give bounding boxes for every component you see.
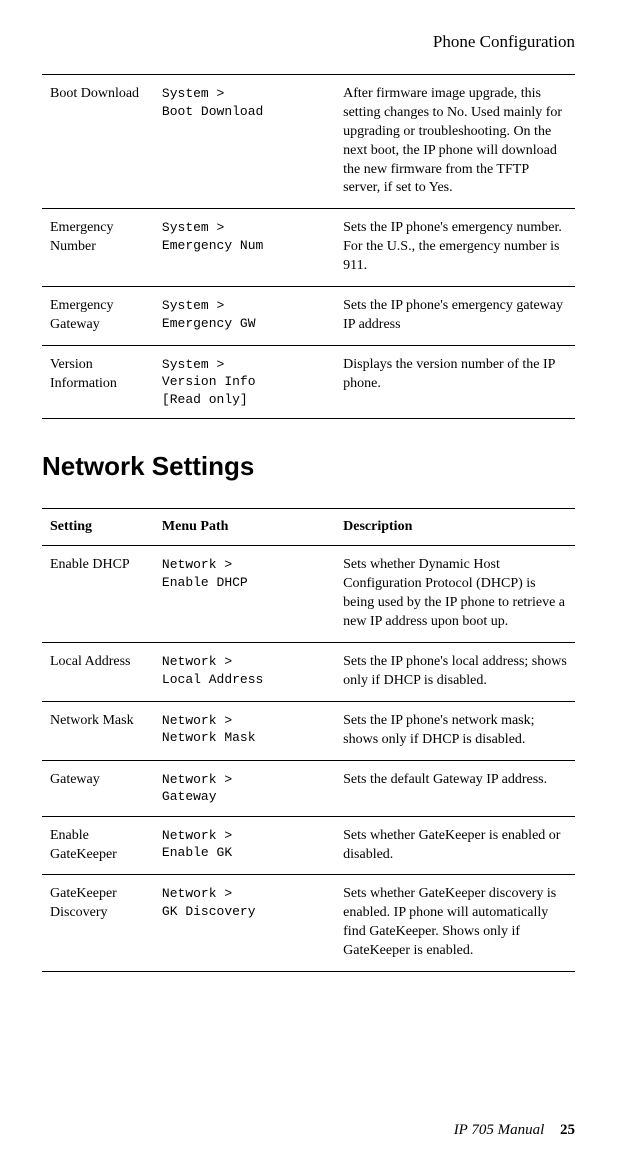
- table-row: GateKeeper Discovery Network > GK Discov…: [42, 875, 575, 972]
- cell-setting: Gateway: [42, 760, 154, 816]
- cell-setting: Enable DHCP: [42, 546, 154, 643]
- cell-path: Network > Gateway: [154, 760, 335, 816]
- cell-path: System > Emergency GW: [154, 287, 335, 346]
- page-footer: IP 705 Manual 25: [454, 1122, 575, 1139]
- table-row: Boot Download System > Boot Download Aft…: [42, 75, 575, 209]
- cell-setting: Emergency Number: [42, 209, 154, 287]
- table-row: Emergency Gateway System > Emergency GW …: [42, 287, 575, 346]
- cell-desc: Sets whether GateKeeper is enabled or di…: [335, 816, 575, 875]
- table-row: Emergency Number System > Emergency Num …: [42, 209, 575, 287]
- cell-setting: Emergency Gateway: [42, 287, 154, 346]
- system-settings-table: Boot Download System > Boot Download Aft…: [42, 74, 575, 419]
- cell-path: Network > GK Discovery: [154, 875, 335, 972]
- cell-desc: Displays the version number of the IP ph…: [335, 345, 575, 419]
- cell-setting: GateKeeper Discovery: [42, 875, 154, 972]
- cell-desc: Sets the IP phone's network mask; shows …: [335, 701, 575, 760]
- col-header-setting: Setting: [42, 509, 154, 546]
- section-heading-network-settings: Network Settings: [42, 451, 575, 482]
- cell-desc: Sets whether Dynamic Host Configuration …: [335, 546, 575, 643]
- col-header-path: Menu Path: [154, 509, 335, 546]
- cell-path: Network > Enable GK: [154, 816, 335, 875]
- cell-path: Network > Enable DHCP: [154, 546, 335, 643]
- table-header-row: Setting Menu Path Description: [42, 509, 575, 546]
- cell-path: Network > Local Address: [154, 643, 335, 702]
- table-row: Network Mask Network > Network Mask Sets…: [42, 701, 575, 760]
- page-header-right: Phone Configuration: [42, 32, 575, 52]
- cell-path: System > Version Info [Read only]: [154, 345, 335, 419]
- cell-desc: Sets the IP phone's emergency gateway IP…: [335, 287, 575, 346]
- cell-setting: Boot Download: [42, 75, 154, 209]
- table-row: Local Address Network > Local Address Se…: [42, 643, 575, 702]
- table-row: Version Information System > Version Inf…: [42, 345, 575, 419]
- table-row: Enable DHCP Network > Enable DHCP Sets w…: [42, 546, 575, 643]
- cell-path: System > Boot Download: [154, 75, 335, 209]
- footer-manual-title: IP 705 Manual: [454, 1122, 545, 1138]
- cell-desc: Sets the default Gateway IP address.: [335, 760, 575, 816]
- cell-setting: Version Information: [42, 345, 154, 419]
- cell-path: System > Emergency Num: [154, 209, 335, 287]
- cell-setting: Local Address: [42, 643, 154, 702]
- col-header-desc: Description: [335, 509, 575, 546]
- cell-path: Network > Network Mask: [154, 701, 335, 760]
- table-row: Gateway Network > Gateway Sets the defau…: [42, 760, 575, 816]
- cell-desc: Sets the IP phone's local address; shows…: [335, 643, 575, 702]
- footer-page-number: 25: [560, 1122, 575, 1138]
- table-row: Enable GateKeeper Network > Enable GK Se…: [42, 816, 575, 875]
- cell-desc: Sets the IP phone's emergency number. Fo…: [335, 209, 575, 287]
- cell-setting: Enable GateKeeper: [42, 816, 154, 875]
- network-settings-table: Setting Menu Path Description Enable DHC…: [42, 508, 575, 972]
- cell-desc: After firmware image upgrade, this setti…: [335, 75, 575, 209]
- cell-desc: Sets whether GateKeeper discovery is ena…: [335, 875, 575, 972]
- cell-setting: Network Mask: [42, 701, 154, 760]
